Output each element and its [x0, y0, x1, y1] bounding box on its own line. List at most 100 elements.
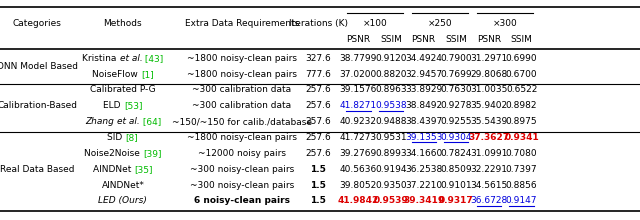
Text: 0.9539: 0.9539 — [374, 196, 408, 205]
Text: 0.9101: 0.9101 — [440, 181, 472, 189]
Text: Methods: Methods — [104, 19, 142, 28]
Text: 36.2538: 36.2538 — [405, 165, 442, 174]
Text: SSIM: SSIM — [380, 35, 402, 44]
Text: 32.2291: 32.2291 — [470, 165, 508, 174]
Text: 0.9255: 0.9255 — [440, 117, 472, 126]
Text: ~300 calibration data: ~300 calibration data — [193, 86, 291, 94]
Text: 37.3627: 37.3627 — [468, 133, 509, 142]
Text: 38.8492: 38.8492 — [405, 101, 442, 110]
Text: 0.6700: 0.6700 — [506, 70, 538, 79]
Text: 0.8509: 0.8509 — [440, 165, 472, 174]
Text: Extra Data Requirements: Extra Data Requirements — [185, 19, 299, 28]
Text: 0.7824: 0.7824 — [440, 149, 472, 158]
Text: 32.9457: 32.9457 — [405, 70, 442, 79]
Text: Noise2Noise: Noise2Noise — [84, 149, 143, 158]
Text: ~150/~150 for calib./database: ~150/~150 for calib./database — [172, 117, 312, 126]
Text: Categories: Categories — [13, 19, 61, 28]
Text: 257.6: 257.6 — [305, 101, 331, 110]
Text: 1.5: 1.5 — [310, 165, 326, 174]
Text: 0.9341: 0.9341 — [504, 133, 539, 142]
Text: 0.9120: 0.9120 — [375, 54, 407, 63]
Text: 257.6: 257.6 — [305, 117, 331, 126]
Text: 0.6522: 0.6522 — [506, 86, 538, 94]
Text: Iterations (K): Iterations (K) — [289, 19, 348, 28]
Text: [8]: [8] — [125, 133, 138, 142]
Text: Real Data Based: Real Data Based — [0, 165, 74, 174]
Text: ~1800 noisy-clean pairs: ~1800 noisy-clean pairs — [187, 133, 297, 142]
Text: Calibrated P-G: Calibrated P-G — [90, 86, 156, 94]
Text: 34.5615: 34.5615 — [470, 181, 508, 189]
Text: 41.9842: 41.9842 — [338, 196, 379, 205]
Text: 0.9304: 0.9304 — [440, 133, 472, 142]
Text: 257.6: 257.6 — [305, 149, 331, 158]
Text: 31.0991: 31.0991 — [470, 149, 508, 158]
Text: ×100: ×100 — [362, 19, 387, 28]
Text: 34.4924: 34.4924 — [405, 54, 442, 63]
Text: 327.6: 327.6 — [305, 54, 331, 63]
Text: 39.2769: 39.2769 — [340, 149, 377, 158]
Text: SSIM: SSIM — [445, 35, 467, 44]
Text: 777.6: 777.6 — [305, 70, 331, 79]
Text: [35]: [35] — [134, 165, 153, 174]
Text: ×250: ×250 — [428, 19, 452, 28]
Text: SID: SID — [108, 133, 125, 142]
Text: 29.8068: 29.8068 — [470, 70, 508, 79]
Text: PSNR: PSNR — [346, 35, 371, 44]
Text: 0.8856: 0.8856 — [506, 181, 538, 189]
Text: 39.1353: 39.1353 — [405, 133, 442, 142]
Text: 41.7273: 41.7273 — [340, 133, 377, 142]
Text: PSNR: PSNR — [412, 35, 436, 44]
Text: 37.0200: 37.0200 — [340, 70, 377, 79]
Text: 6 noisy-clean pairs: 6 noisy-clean pairs — [194, 196, 290, 205]
Text: 40.9232: 40.9232 — [340, 117, 377, 126]
Text: AINDNet*: AINDNet* — [102, 181, 144, 189]
Text: [1]: [1] — [141, 70, 154, 79]
Text: 39.8052: 39.8052 — [340, 181, 377, 189]
Text: 0.9538: 0.9538 — [375, 101, 407, 110]
Text: 34.1660: 34.1660 — [405, 149, 442, 158]
Text: 0.7699: 0.7699 — [440, 70, 472, 79]
Text: 0.8820: 0.8820 — [375, 70, 407, 79]
Text: 0.9147: 0.9147 — [506, 196, 538, 205]
Text: 0.8975: 0.8975 — [506, 117, 538, 126]
Text: 38.4397: 38.4397 — [405, 117, 442, 126]
Text: ~1800 noisy-clean pairs: ~1800 noisy-clean pairs — [187, 54, 297, 63]
Text: 33.8929: 33.8929 — [405, 86, 442, 94]
Text: 39.3419: 39.3419 — [403, 196, 444, 205]
Text: 0.9488: 0.9488 — [375, 117, 407, 126]
Text: 0.7900: 0.7900 — [440, 54, 472, 63]
Text: PSNR: PSNR — [477, 35, 501, 44]
Text: 31.2971: 31.2971 — [470, 54, 508, 63]
Text: 0.9531: 0.9531 — [375, 133, 407, 142]
Text: 1.5: 1.5 — [310, 181, 326, 189]
Text: 35.9402: 35.9402 — [470, 101, 508, 110]
Text: 0.6990: 0.6990 — [506, 54, 538, 63]
Text: 31.0035: 31.0035 — [470, 86, 508, 94]
Text: SSIM: SSIM — [511, 35, 532, 44]
Text: [39]: [39] — [143, 149, 161, 158]
Text: 0.8993: 0.8993 — [375, 149, 407, 158]
Text: [53]: [53] — [124, 101, 142, 110]
Text: Kristina: Kristina — [83, 54, 120, 63]
Text: ~12000 noisy pairs: ~12000 noisy pairs — [198, 149, 286, 158]
Text: 41.8271: 41.8271 — [340, 101, 377, 110]
Text: 0.9317: 0.9317 — [439, 196, 474, 205]
Text: ×300: ×300 — [493, 19, 518, 28]
Text: 0.7630: 0.7630 — [440, 86, 472, 94]
Text: 39.1576: 39.1576 — [340, 86, 377, 94]
Text: 0.7397: 0.7397 — [506, 165, 538, 174]
Text: ~1800 noisy-clean pairs: ~1800 noisy-clean pairs — [187, 70, 297, 79]
Text: ELD: ELD — [104, 101, 124, 110]
Text: 37.2210: 37.2210 — [405, 181, 442, 189]
Text: [43]: [43] — [142, 54, 163, 63]
Text: ~300 calibration data: ~300 calibration data — [193, 101, 291, 110]
Text: 0.7080: 0.7080 — [506, 149, 538, 158]
Text: 0.9278: 0.9278 — [440, 101, 472, 110]
Text: AINDNet: AINDNet — [93, 165, 134, 174]
Text: 35.5439: 35.5439 — [470, 117, 508, 126]
Text: [64]: [64] — [140, 117, 161, 126]
Text: Zhang: Zhang — [85, 117, 116, 126]
Text: DNN Model Based: DNN Model Based — [0, 62, 77, 71]
Text: 38.7799: 38.7799 — [340, 54, 377, 63]
Text: ~300 noisy-clean pairs: ~300 noisy-clean pairs — [190, 165, 294, 174]
